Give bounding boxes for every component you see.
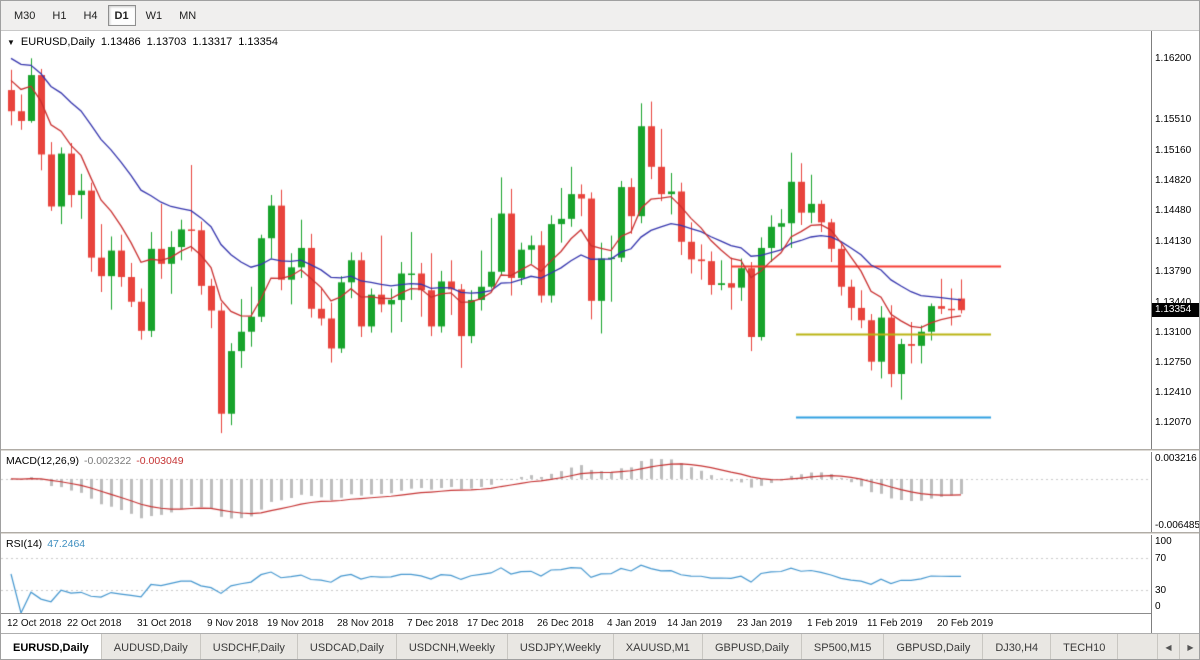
- pane-divider[interactable]: [1, 532, 1199, 535]
- symbol-tab-eurusd-daily[interactable]: EURUSD,Daily: [1, 634, 102, 659]
- price-scale[interactable]: 1.13354 1.16200 1.15510 1.15160 1.14820 1.14…: [1151, 31, 1200, 633]
- timeframe-button-d1[interactable]: D1: [107, 5, 136, 26]
- date-tick-label: 20 Feb 2019: [937, 618, 994, 629]
- date-tick-label: 19 Nov 2018: [267, 618, 324, 629]
- rsi-axis-labels: 100 70 30 0: [1152, 535, 1199, 613]
- pane-divider[interactable]: [1, 449, 1199, 452]
- price-tick-label: 1.12410: [1155, 387, 1192, 399]
- symbol-tab-sp500-m15[interactable]: SP500,M15: [802, 634, 885, 659]
- date-tick-label: 4 Jan 2019: [607, 618, 657, 629]
- ohlc-high-value: 1.13703: [146, 36, 187, 48]
- rsi-tick-label: 30: [1155, 584, 1167, 596]
- date-tick-label: 9 Nov 2018: [207, 618, 259, 629]
- price-tick-label: 1.14820: [1155, 174, 1192, 186]
- timeframe-button-h4[interactable]: H4: [83, 9, 98, 22]
- price-tick-label: 1.14130: [1155, 235, 1192, 247]
- time-scale[interactable]: 12 Oct 2018 22 Oct 2018 31 Oct 2018 9 Nov 2…: [1, 613, 1199, 633]
- tab-scroll-right-button[interactable]: ▶: [1179, 634, 1199, 659]
- price-tick-label: 1.15160: [1155, 144, 1192, 156]
- price-tick-label: 1.12070: [1155, 417, 1192, 429]
- date-tick-label: 22 Oct 2018: [67, 618, 122, 629]
- timeframe-button-w1[interactable]: W1: [145, 9, 163, 22]
- rsi-pane-canvas[interactable]: [1, 535, 1151, 613]
- price-axis-labels: 1.13354 1.16200 1.15510 1.15160 1.14820 1.14…: [1152, 31, 1199, 449]
- chart-tab-bar: EURUSD,Daily AUDUSD,Daily USDCHF,Daily USDC…: [1, 633, 1199, 659]
- chart-symbol-label: EURUSD,Daily: [20, 36, 95, 48]
- symbol-tab-gbpusd-daily[interactable]: GBPUSD,Daily: [884, 634, 984, 659]
- ohlc-close-value: 1.13354: [238, 36, 278, 48]
- rsi-value: 47.2464: [47, 538, 86, 550]
- rsi-tick-label: 0: [1155, 601, 1161, 612]
- date-tick-label: 7 Dec 2018: [407, 618, 459, 629]
- symbol-tab-usdcnh-weekly[interactable]: USDCNH,Weekly: [397, 634, 508, 659]
- date-tick-label: 11 Feb 2019: [867, 618, 923, 629]
- symbol-tab-audusd-daily[interactable]: AUDUSD,Daily: [102, 634, 201, 659]
- price-tick-label: 1.13100: [1155, 326, 1192, 338]
- price-tick-label: 1.14480: [1155, 204, 1192, 216]
- timeframe-toolbar: M30 H1 H4 D1 W1 MN: [1, 1, 1199, 31]
- price-chart-canvas[interactable]: [1, 31, 1151, 449]
- tab-scroll-left-button[interactable]: ◀: [1157, 634, 1179, 659]
- date-tick-label: 28 Nov 2018: [337, 618, 394, 629]
- price-tick-label: 1.12750: [1155, 357, 1192, 369]
- ohlc-low-value: 1.13317: [192, 36, 233, 48]
- macd-signal-value: -0.003049: [136, 455, 184, 467]
- price-tick-label: 1.15510: [1155, 114, 1192, 126]
- date-tick-label: 12 Oct 2018: [7, 618, 62, 629]
- symbol-tab-tech10[interactable]: TECH10: [1051, 634, 1119, 659]
- rsi-indicator-label: RSI(14) 47.2464: [6, 538, 85, 550]
- one-click-trading-toggle-icon[interactable]: ▼: [7, 37, 15, 47]
- date-tick-label: 1 Feb 2019: [807, 618, 858, 629]
- symbol-tab-usdcad-daily[interactable]: USDCAD,Daily: [298, 634, 397, 659]
- date-tick-label: 31 Oct 2018: [137, 618, 192, 629]
- macd-pane-canvas[interactable]: [1, 452, 1151, 532]
- macd-axis-labels: 0.003216 -0.006485: [1152, 452, 1200, 532]
- symbol-tab-dj30-h4[interactable]: DJ30,H4: [983, 634, 1052, 659]
- price-tick-label: 1.13790: [1155, 265, 1192, 277]
- ohlc-open-value: 1.13486: [100, 36, 141, 48]
- macd-indicator-label: MACD(12,26,9) -0.002322 -0.003049: [6, 455, 184, 467]
- date-tick-label: 14 Jan 2019: [667, 618, 723, 629]
- macd-tick-label: -0.006485: [1155, 519, 1200, 531]
- date-tick-label: 26 Dec 2018: [537, 618, 594, 629]
- date-tick-label: 17 Dec 2018: [467, 618, 524, 629]
- symbol-tab-usdjpy-weekly[interactable]: USDJPY,Weekly: [508, 634, 614, 659]
- timeframe-button-mn[interactable]: MN: [179, 9, 197, 22]
- timeframe-button-m30[interactable]: M30: [14, 9, 36, 22]
- price-tick-label: 1.16200: [1155, 53, 1192, 65]
- current-price-badge: 1.13354: [1152, 303, 1199, 318]
- chart-window: ▼ EURUSD,Daily 1.13486 1.13703 1.13317 1…: [1, 31, 1200, 633]
- rsi-tick-label: 100: [1155, 536, 1172, 547]
- symbol-tab-usdchf-daily[interactable]: USDCHF,Daily: [201, 634, 298, 659]
- symbol-tab-xauusd-m1[interactable]: XAUUSD,M1: [614, 634, 703, 659]
- timeframe-button-h1[interactable]: H1: [52, 9, 67, 22]
- date-tick-label: 23 Jan 2019: [737, 618, 793, 629]
- rsi-name: RSI(14): [6, 538, 43, 550]
- macd-name: MACD(12,26,9): [6, 455, 79, 467]
- price-tick-label: 1.13440: [1155, 296, 1192, 308]
- macd-tick-label: 0.003216: [1155, 453, 1197, 464]
- chart-title: ▼ EURUSD,Daily 1.13486 1.13703 1.13317 1…: [7, 36, 278, 48]
- rsi-tick-label: 70: [1155, 553, 1167, 565]
- macd-main-value: -0.002322: [83, 455, 132, 467]
- symbol-tab-gbpusd-daily[interactable]: GBPUSD,Daily: [703, 634, 802, 659]
